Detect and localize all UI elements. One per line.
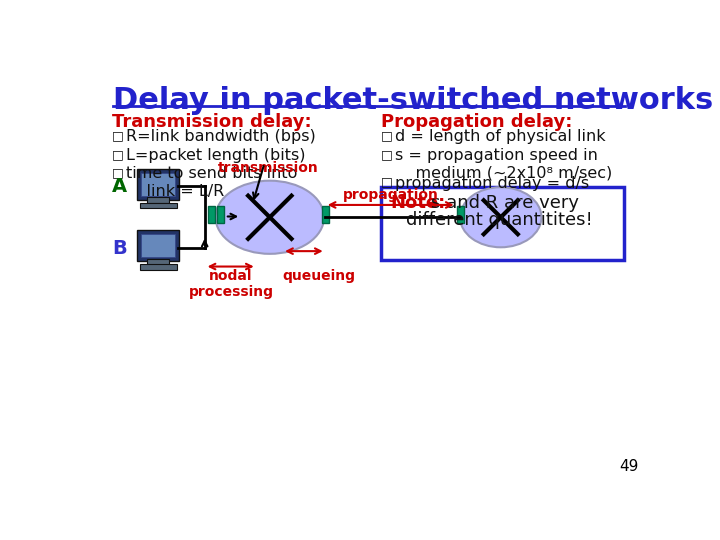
FancyBboxPatch shape — [141, 173, 175, 195]
FancyBboxPatch shape — [381, 187, 624, 260]
Ellipse shape — [215, 181, 324, 254]
FancyBboxPatch shape — [456, 206, 464, 224]
Text: time to send bits into
    link = L/R: time to send bits into link = L/R — [126, 166, 297, 199]
Text: nodal
processing: nodal processing — [189, 269, 274, 299]
Text: queueing: queueing — [282, 269, 355, 283]
Text: A: A — [112, 177, 127, 196]
Text: L=packet length (bits): L=packet length (bits) — [126, 148, 305, 163]
Text: Propagation delay:: Propagation delay: — [381, 112, 572, 131]
FancyBboxPatch shape — [138, 168, 179, 200]
Text: □: □ — [381, 148, 392, 161]
Text: d = length of physical link: d = length of physical link — [395, 130, 606, 145]
Text: Delay in packet-switched networks: Delay in packet-switched networks — [113, 86, 714, 116]
FancyBboxPatch shape — [141, 234, 175, 257]
Text: propagation: propagation — [343, 188, 438, 202]
Text: s = propagation speed in
    medium (~2x10⁸ m/sec): s = propagation speed in medium (~2x10⁸ … — [395, 148, 612, 180]
Text: □: □ — [381, 130, 392, 143]
FancyBboxPatch shape — [208, 206, 215, 224]
FancyBboxPatch shape — [322, 206, 329, 224]
Text: □: □ — [112, 148, 123, 161]
FancyBboxPatch shape — [148, 197, 169, 204]
FancyBboxPatch shape — [140, 202, 177, 208]
Text: B: B — [112, 239, 127, 258]
Ellipse shape — [460, 187, 541, 247]
Text: propagation delay = d/s: propagation delay = d/s — [395, 176, 589, 191]
Text: 49: 49 — [619, 460, 639, 475]
Text: □: □ — [112, 166, 123, 179]
FancyBboxPatch shape — [140, 264, 177, 269]
Text: □: □ — [112, 130, 123, 143]
Text: Note:: Note: — [391, 194, 446, 212]
Text: R=link bandwidth (bps): R=link bandwidth (bps) — [126, 130, 315, 145]
Text: transmission: transmission — [218, 161, 319, 175]
FancyBboxPatch shape — [138, 231, 179, 261]
Text: Transmission delay:: Transmission delay: — [112, 112, 311, 131]
FancyBboxPatch shape — [148, 259, 169, 265]
Text: □: □ — [381, 176, 392, 188]
Text: different quantitites!: different quantitites! — [406, 211, 593, 229]
Text: s and R are very: s and R are very — [431, 194, 579, 212]
FancyBboxPatch shape — [217, 206, 224, 224]
